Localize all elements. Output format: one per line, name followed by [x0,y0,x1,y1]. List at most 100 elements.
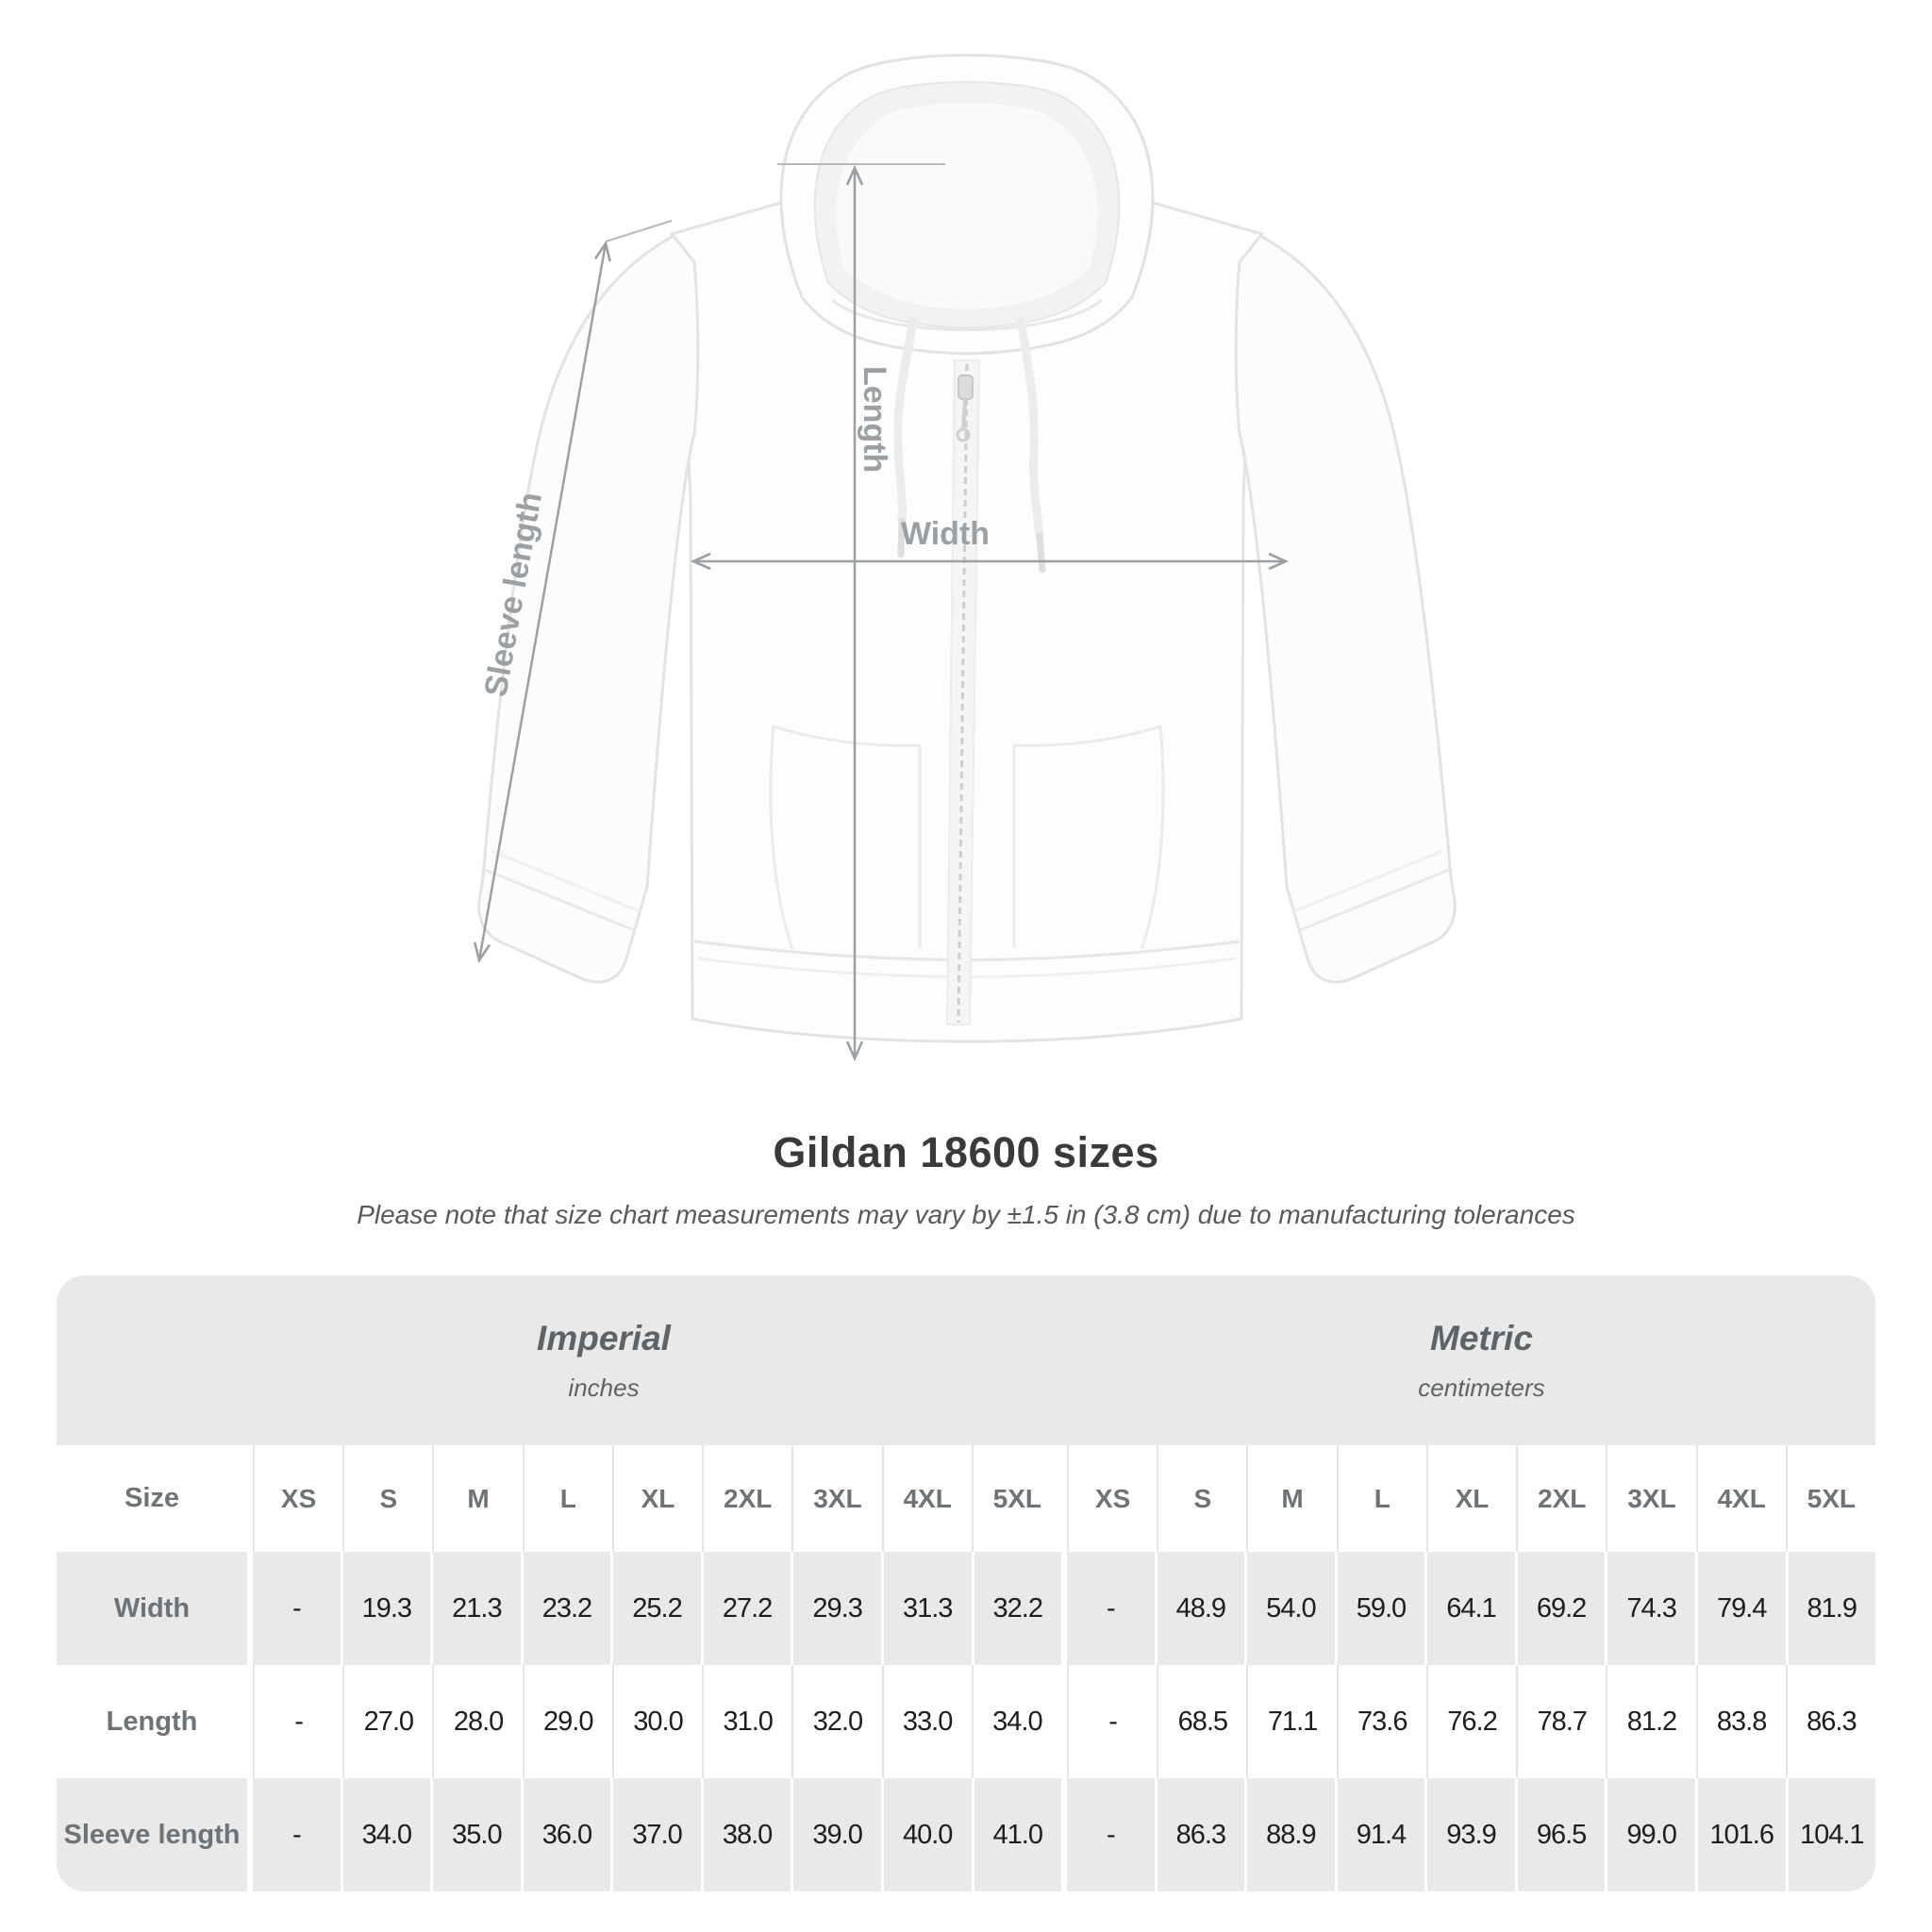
table-cell: 64.1 [1424,1552,1515,1665]
size-column-header: 4XL [1695,1445,1786,1552]
row-label: Sleeve length [57,1778,247,1891]
imperial-unit: inches [568,1373,640,1402]
table-cell: 32.2 [971,1552,1062,1665]
table-cell: 37.0 [610,1778,701,1891]
hoodie-diagram: Length Width Sleeve length [473,54,1457,1062]
table-cell: 71.1 [1246,1665,1337,1778]
size-column-header: S [342,1445,433,1552]
table-cell: 33.0 [881,1665,972,1778]
size-column-header: S [1157,1445,1247,1552]
row-label: Width [57,1552,247,1665]
table-cell: 27.0 [342,1665,433,1778]
table-cell: 19.3 [340,1552,431,1665]
zipper-pull [958,375,974,400]
table-row-width: Width -19.3 21.3 23.2 25.2 27.2 29.3 31.3 32.2 … [57,1552,1876,1665]
table-cell: 36.0 [520,1778,611,1891]
table-cell: 78.7 [1516,1665,1607,1778]
table-cell: 79.4 [1694,1552,1786,1665]
sleeve-datum-tick [605,220,673,242]
table-cell: 88.9 [1244,1778,1335,1891]
table-cell: 31.3 [880,1552,972,1665]
table-cell: 54.0 [1244,1552,1335,1665]
table-cell: - [253,1778,341,1891]
table-cell: 86.3 [1785,1665,1875,1778]
size-column-header: L [522,1445,612,1552]
imperial-heading: Imperial [537,1318,671,1357]
metric-values: -86.3 88.9 91.4 93.9 96.5 99.0 101.6 104.1 [1067,1778,1876,1891]
table-cell: 23.2 [520,1552,611,1665]
size-column-header: 3XL [791,1445,882,1552]
table-cell: 28.0 [432,1665,523,1778]
length-measure-label: Length [857,366,892,473]
table-cell: 101.6 [1694,1778,1786,1891]
table-cell: 73.6 [1336,1665,1426,1778]
size-column-header: XS [253,1445,343,1552]
metric-unit: centimeters [1418,1373,1545,1402]
size-column-header: 4XL [881,1445,972,1552]
size-column-header: 5XL [971,1445,1061,1552]
size-column-header: XL [611,1445,703,1552]
table-cell: 74.3 [1605,1552,1695,1665]
metric-values: -68.5 71.1 73.6 76.2 78.7 81.2 83.8 86.3 [1067,1665,1875,1778]
table-cell: 29.3 [791,1552,881,1665]
table-cell: 29.0 [522,1665,612,1778]
size-column-header: 3XL [1606,1445,1696,1552]
table-cell: 96.5 [1514,1778,1606,1891]
table-cell: 83.8 [1695,1665,1786,1778]
sleeve-measure-line [473,240,612,964]
table-cell: 31.0 [702,1665,792,1778]
table-cell: 69.2 [1514,1552,1606,1665]
table-cell: 39.0 [791,1778,881,1891]
imperial-values: -19.3 21.3 23.2 25.2 27.2 29.3 31.3 32.2 [253,1552,1062,1665]
imperial-size-headers: XS S M L XL 2XL 3XL 4XL 5XL [253,1445,1061,1552]
size-column-header: 2XL [1516,1445,1607,1552]
table-cell: - [253,1552,341,1665]
table-cell: 25.2 [610,1552,701,1665]
size-table: Imperial inches Metric centimeters Size … [57,1275,1876,1891]
unit-group-metric: Metric centimeters [1061,1275,1875,1445]
size-column-header: 5XL [1785,1445,1875,1552]
table-cell: - [1067,1665,1158,1778]
size-column-header: M [432,1445,523,1552]
table-cell: 91.4 [1334,1778,1425,1891]
size-column-header: L [1336,1445,1426,1552]
table-cell: 38.0 [700,1778,791,1891]
size-column-header: XS [1067,1445,1158,1552]
table-cell: 41.0 [971,1778,1062,1891]
hoodie-hood [779,54,1155,356]
table-cell: - [1067,1552,1155,1665]
size-column-label: Size [57,1445,247,1552]
table-cell: 21.3 [430,1552,521,1665]
table-cell: 86.3 [1154,1778,1245,1891]
hoodie-pockets [769,724,1165,950]
tolerance-note: Please note that size chart measurements… [357,1200,1575,1229]
size-column-header: 2XL [702,1445,792,1552]
table-cell: 81.2 [1606,1665,1696,1778]
table-cell: 32.0 [791,1665,882,1778]
table-cell: 30.0 [611,1665,703,1778]
hoodie-illustration [477,54,1457,1043]
metric-values: -48.9 54.0 59.0 64.1 69.2 74.3 79.4 81.9 [1067,1552,1876,1665]
table-cell: - [1067,1778,1155,1891]
size-column-header: XL [1425,1445,1517,1552]
table-cell: 59.0 [1334,1552,1425,1665]
table-row-length: Length -27.0 28.0 29.0 30.0 31.0 32.0 33.0 34.0… [57,1665,1875,1778]
table-cell: 27.2 [700,1552,791,1665]
table-cell: 99.0 [1605,1778,1695,1891]
title-block: Gildan 18600 sizes Please note that size… [0,1128,1932,1230]
table-cell: 76.2 [1425,1665,1517,1778]
width-measure-label: Width [901,516,990,552]
measurement-overlay [473,163,1290,1062]
table-cell: 104.1 [1785,1778,1876,1891]
table-cell: 34.0 [971,1665,1061,1778]
table-cell: 68.5 [1157,1665,1247,1778]
table-cell: - [253,1665,343,1778]
unit-group-band: Imperial inches Metric centimeters [57,1275,1875,1445]
page-title: Gildan 18600 sizes [773,1128,1159,1176]
metric-heading: Metric [1430,1318,1533,1357]
row-label: Length [57,1665,247,1778]
table-cell: 40.0 [880,1778,972,1891]
table-cell: 93.9 [1424,1778,1515,1891]
unit-group-imperial: Imperial inches [57,1275,1061,1445]
